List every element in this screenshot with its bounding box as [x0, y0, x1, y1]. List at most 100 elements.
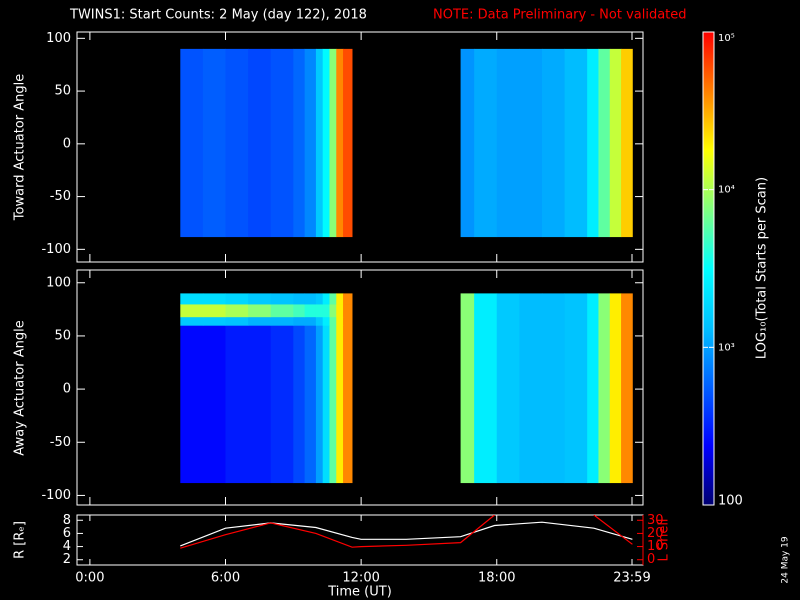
- heatmap-cell: [621, 48, 633, 238]
- heatmap-cell: [460, 48, 475, 238]
- x-tick-label: 12:00: [342, 571, 379, 586]
- heatmap-cell: [343, 304, 353, 318]
- heatmap-cell: [202, 325, 226, 484]
- heatmap-cell: [202, 293, 226, 305]
- heatmap-cell: [322, 293, 330, 305]
- heatmap-cell: [564, 293, 588, 484]
- y-axis-label: Toward Actuator Angle: [13, 74, 28, 221]
- y2-tick-label: 0: [647, 552, 655, 567]
- heatmap-cell: [329, 48, 337, 238]
- heatmap-cell: [293, 325, 306, 484]
- heatmap-cell: [315, 316, 324, 326]
- heatmap-cell: [474, 48, 498, 238]
- line-series: [180, 521, 633, 547]
- y-tick-label: 50: [54, 84, 71, 99]
- colorbar-tick-label: 10⁵: [718, 33, 735, 44]
- heatmap-cell: [343, 293, 353, 305]
- heatmap-cell: [322, 304, 330, 318]
- heatmap-cell: [322, 316, 330, 326]
- plot-frame: [76, 269, 644, 506]
- x-tick-label: 6:00: [211, 571, 240, 586]
- heatmap-cell: [564, 48, 588, 238]
- y-tick-label: 8: [63, 513, 71, 528]
- heatmap-cell: [180, 316, 204, 326]
- heatmap-cell: [180, 48, 204, 238]
- colorbar-tick-label: 10⁴: [718, 185, 735, 196]
- colorbar-tick-label: 10³: [718, 342, 735, 353]
- heatmap-cell: [343, 325, 353, 484]
- heatmap-cell: [329, 293, 337, 305]
- y2-tick-label: 20: [647, 526, 664, 541]
- heatmap-cell: [343, 316, 353, 326]
- line-series: [180, 515, 633, 549]
- heatmap-cell: [225, 304, 249, 318]
- plot-frame: [76, 31, 644, 263]
- heatmap-cell: [329, 325, 337, 484]
- heatmap-cell: [315, 48, 324, 238]
- heatmap-cell: [248, 304, 272, 318]
- heatmap-cell: [270, 325, 294, 484]
- heatmap-cell: [180, 304, 204, 318]
- heatmap-cell: [336, 325, 344, 484]
- heatmap-cell: [202, 48, 226, 238]
- y-tick-label: 100: [46, 275, 71, 290]
- heatmap-cell: [248, 293, 272, 305]
- heatmap-cell: [322, 325, 330, 484]
- x-tick-label: 18:00: [478, 571, 515, 586]
- heatmap-cell: [270, 48, 294, 238]
- y-tick-label: 0: [63, 382, 71, 397]
- colorbar: [702, 31, 715, 506]
- heatmap-cell: [304, 316, 317, 326]
- heatmap-cell: [270, 293, 294, 305]
- heatmap-cell: [336, 48, 344, 238]
- heatmap-cell: [202, 316, 226, 326]
- y2-tick-label: 10: [647, 539, 664, 554]
- heatmap-cell: [460, 293, 475, 484]
- heatmap-cell: [304, 48, 317, 238]
- heatmap-cell: [315, 304, 324, 318]
- heatmap-cell: [304, 304, 317, 318]
- heatmap-cell: [329, 316, 337, 326]
- heatmap-cell: [541, 293, 565, 484]
- heatmap-cell: [270, 316, 294, 326]
- heatmap-cell: [225, 48, 249, 238]
- heatmap-cell: [304, 293, 317, 305]
- colorbar-label: LOG₁₀(Total Starts per Scan): [755, 177, 770, 359]
- y-axis-label: R [Rₑ]: [13, 521, 28, 559]
- heatmap-cell: [541, 48, 565, 238]
- heatmap-cell: [329, 304, 337, 318]
- plot-frame: [76, 514, 644, 566]
- y-tick-label: 6: [63, 526, 71, 541]
- heatmap-cell: [336, 316, 344, 326]
- heatmap-cell: [519, 48, 543, 238]
- heatmap-cell: [248, 325, 272, 484]
- note: NOTE: Data Preliminary - Not validated: [433, 8, 687, 23]
- heatmap-cell: [293, 48, 306, 238]
- heatmap-cell: [598, 48, 611, 238]
- colorbar-tick-label: 100: [718, 494, 743, 509]
- heatmap-cell: [293, 293, 306, 305]
- heatmap-cell: [598, 293, 611, 484]
- y-tick-label: 50: [54, 328, 71, 343]
- heatmap-cell: [609, 48, 622, 238]
- heatmap-cell: [225, 316, 249, 326]
- y-tick-label: 4: [63, 539, 71, 554]
- heatmap-cell: [315, 325, 324, 484]
- heatmap-cell: [609, 293, 622, 484]
- heatmap-cell: [270, 304, 294, 318]
- heatmap-cell: [304, 325, 317, 484]
- heatmap-cell: [293, 316, 306, 326]
- heatmap-cell: [587, 293, 599, 484]
- heatmap-cell: [496, 293, 520, 484]
- y2-tick-label: 30: [647, 513, 664, 528]
- heatmap-cell: [519, 293, 543, 484]
- y2-axis-label: L Shell: [657, 518, 672, 561]
- heatmap-cell: [343, 48, 353, 238]
- heatmap-cell: [322, 48, 330, 238]
- heatmap-cell: [293, 304, 306, 318]
- heatmap-cell: [621, 293, 633, 484]
- y-tick-label: 2: [63, 552, 71, 567]
- heatmap-cell: [336, 304, 344, 318]
- y-tick-label: 0: [63, 136, 71, 151]
